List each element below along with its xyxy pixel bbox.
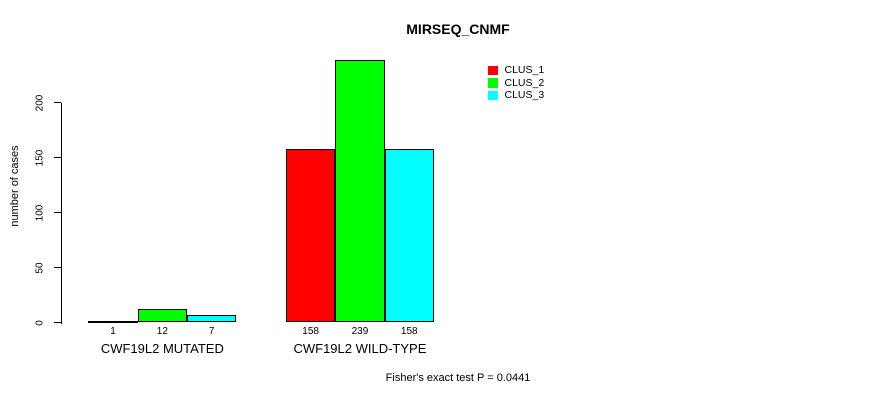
bar-cwf19l2-wild-type-clus-1 — [286, 148, 336, 323]
y-tick-label: 200 — [34, 94, 46, 111]
legend-swatch-clus-1-icon — [488, 65, 498, 75]
y-tick-mark — [54, 266, 61, 269]
y-tick-label: 0 — [34, 319, 46, 326]
y-axis-line — [60, 102, 62, 324]
stat-test-annotation: Fisher's exact test P = 0.0441 — [385, 372, 531, 384]
y-tick-mark — [54, 211, 61, 214]
x-category-label-cwf19l2-mutated: CWF19L2 MUTATED — [100, 340, 224, 356]
bar-cwf19l2-mutated-clus-1 — [88, 320, 138, 323]
chart-legend: CLUS_1 CLUS_2 CLUS_3 — [488, 64, 544, 102]
legend-label-clus-1: CLUS_1 — [504, 64, 545, 77]
y-tick-label: 100 — [34, 204, 46, 221]
legend-swatch-clus-3-icon — [488, 90, 498, 100]
bar-cwf19l2-wild-type-clus-2 — [335, 59, 385, 323]
bar-value-label-cwf19l2-mutated-clus-3: 7 — [208, 325, 215, 337]
legend-swatch-clus-2-icon — [488, 78, 498, 88]
bar-cwf19l2-mutated-clus-2 — [137, 309, 187, 323]
y-axis-label: number of cases — [9, 145, 21, 227]
y-tick-mark — [54, 321, 61, 324]
legend-item-clus-3: CLUS_3 — [488, 89, 544, 102]
bar-value-label-cwf19l2-mutated-clus-1: 1 — [110, 325, 116, 337]
legend-label-clus-3: CLUS_3 — [504, 89, 545, 102]
y-tick-mark — [54, 156, 61, 159]
x-category-label-cwf19l2-wild-type: CWF19L2 WILD-TYPE — [293, 340, 427, 356]
bar-cwf19l2-mutated-clus-3 — [187, 314, 237, 323]
bar-cwf19l2-wild-type-clus-3 — [384, 148, 434, 323]
bar-value-label-cwf19l2-mutated-clus-2: 12 — [156, 325, 168, 337]
bar-value-label-cwf19l2-wild-type-clus-3: 158 — [400, 325, 418, 337]
legend-item-clus-1: CLUS_1 — [488, 64, 544, 77]
bar-value-label-cwf19l2-wild-type-clus-2: 239 — [351, 325, 369, 337]
legend-item-clus-2: CLUS_2 — [488, 77, 544, 90]
chart-title: MIRSEQ_CNMF — [406, 21, 510, 37]
y-tick-label: 150 — [34, 149, 46, 166]
legend-label-clus-2: CLUS_2 — [504, 76, 545, 89]
bar-value-label-cwf19l2-wild-type-clus-1: 158 — [302, 325, 319, 337]
y-tick-label: 50 — [34, 261, 46, 274]
y-tick-mark — [54, 101, 61, 104]
